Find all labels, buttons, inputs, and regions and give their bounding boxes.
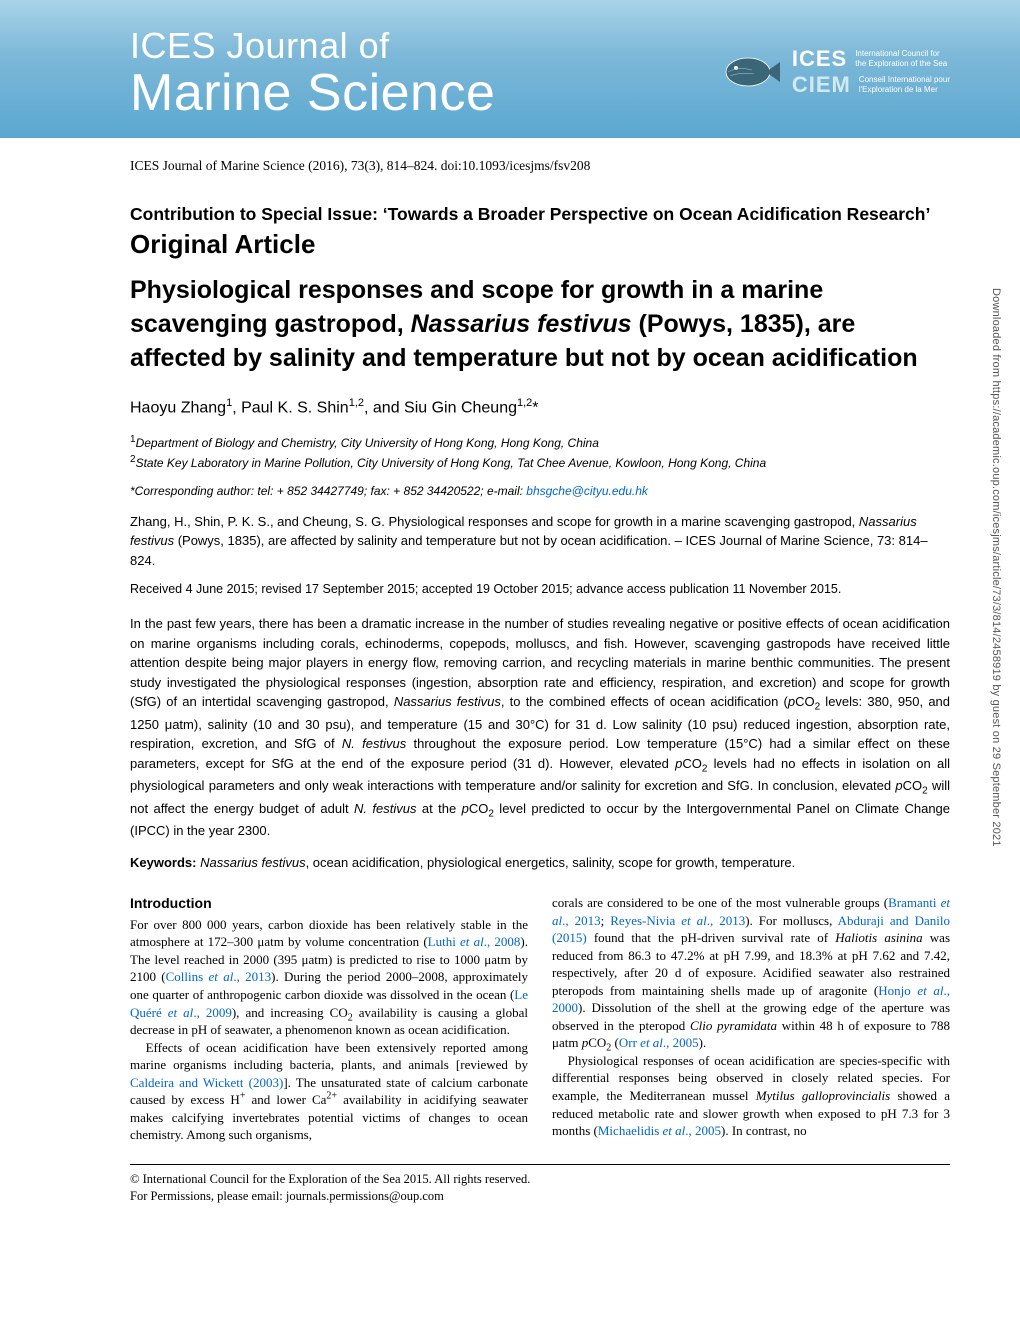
journal-title-block: ICES Journal of Marine Science xyxy=(130,25,495,119)
special-issue-line: Contribution to Special Issue: ‘Towards … xyxy=(130,204,950,225)
article-type: Original Article xyxy=(130,229,950,260)
intro-para-3: corals are considered to be one of the m… xyxy=(552,894,950,1052)
self-citation: Zhang, H., Shin, P. K. S., and Cheung, S… xyxy=(130,512,950,571)
corresponding-author: *Corresponding author: tel: + 852 344277… xyxy=(130,484,950,498)
column-left: Introduction For over 800 000 years, car… xyxy=(130,894,528,1144)
article-title: Physiological responses and scope for gr… xyxy=(130,274,950,375)
affiliations: 1Department of Biology and Chemistry, Ci… xyxy=(130,432,950,472)
corresponding-email-link[interactable]: bhsgche@cityu.edu.hk xyxy=(526,484,648,498)
authors: Haoyu Zhang1, Paul K. S. Shin1,2, and Si… xyxy=(130,397,950,417)
article-dates: Received 4 June 2015; revised 17 Septemb… xyxy=(130,582,950,596)
body-columns: Introduction For over 800 000 years, car… xyxy=(130,894,950,1144)
copyright: © International Council for the Explorat… xyxy=(130,1171,950,1206)
journal-banner: ICES Journal of Marine Science ICES Inte… xyxy=(0,0,1020,138)
keywords: Keywords: Nassarius festivus, ocean acid… xyxy=(130,855,950,870)
fish-icon xyxy=(722,48,784,96)
column-right: corals are considered to be one of the m… xyxy=(552,894,950,1144)
journal-title-line2: Marine Science xyxy=(130,67,495,119)
intro-para-4: Physiological responses of ocean acidifi… xyxy=(552,1052,950,1140)
article-content: ICES Journal of Marine Science (2016), 7… xyxy=(0,138,1020,1236)
journal-title-line1: ICES Journal of xyxy=(130,25,495,67)
logo-desc-ices: International Council forthe Exploration… xyxy=(855,49,947,68)
citation-line: ICES Journal of Marine Science (2016), 7… xyxy=(130,158,950,174)
logo-text: ICES International Council forthe Explor… xyxy=(792,46,950,98)
intro-para-2: Effects of ocean acidification have been… xyxy=(130,1039,528,1144)
logo-desc-ciem: Conseil International pourl'Exploration … xyxy=(859,75,950,94)
publisher-logo: ICES International Council forthe Explor… xyxy=(722,46,950,98)
footer-rule xyxy=(130,1164,950,1165)
intro-para-1: For over 800 000 years, carbon dioxide h… xyxy=(130,916,528,1039)
logo-abbr-ciem: CIEM xyxy=(792,72,851,98)
abstract: In the past few years, there has been a … xyxy=(130,614,950,841)
introduction-heading: Introduction xyxy=(130,894,528,913)
logo-abbr-ices: ICES xyxy=(792,46,847,72)
